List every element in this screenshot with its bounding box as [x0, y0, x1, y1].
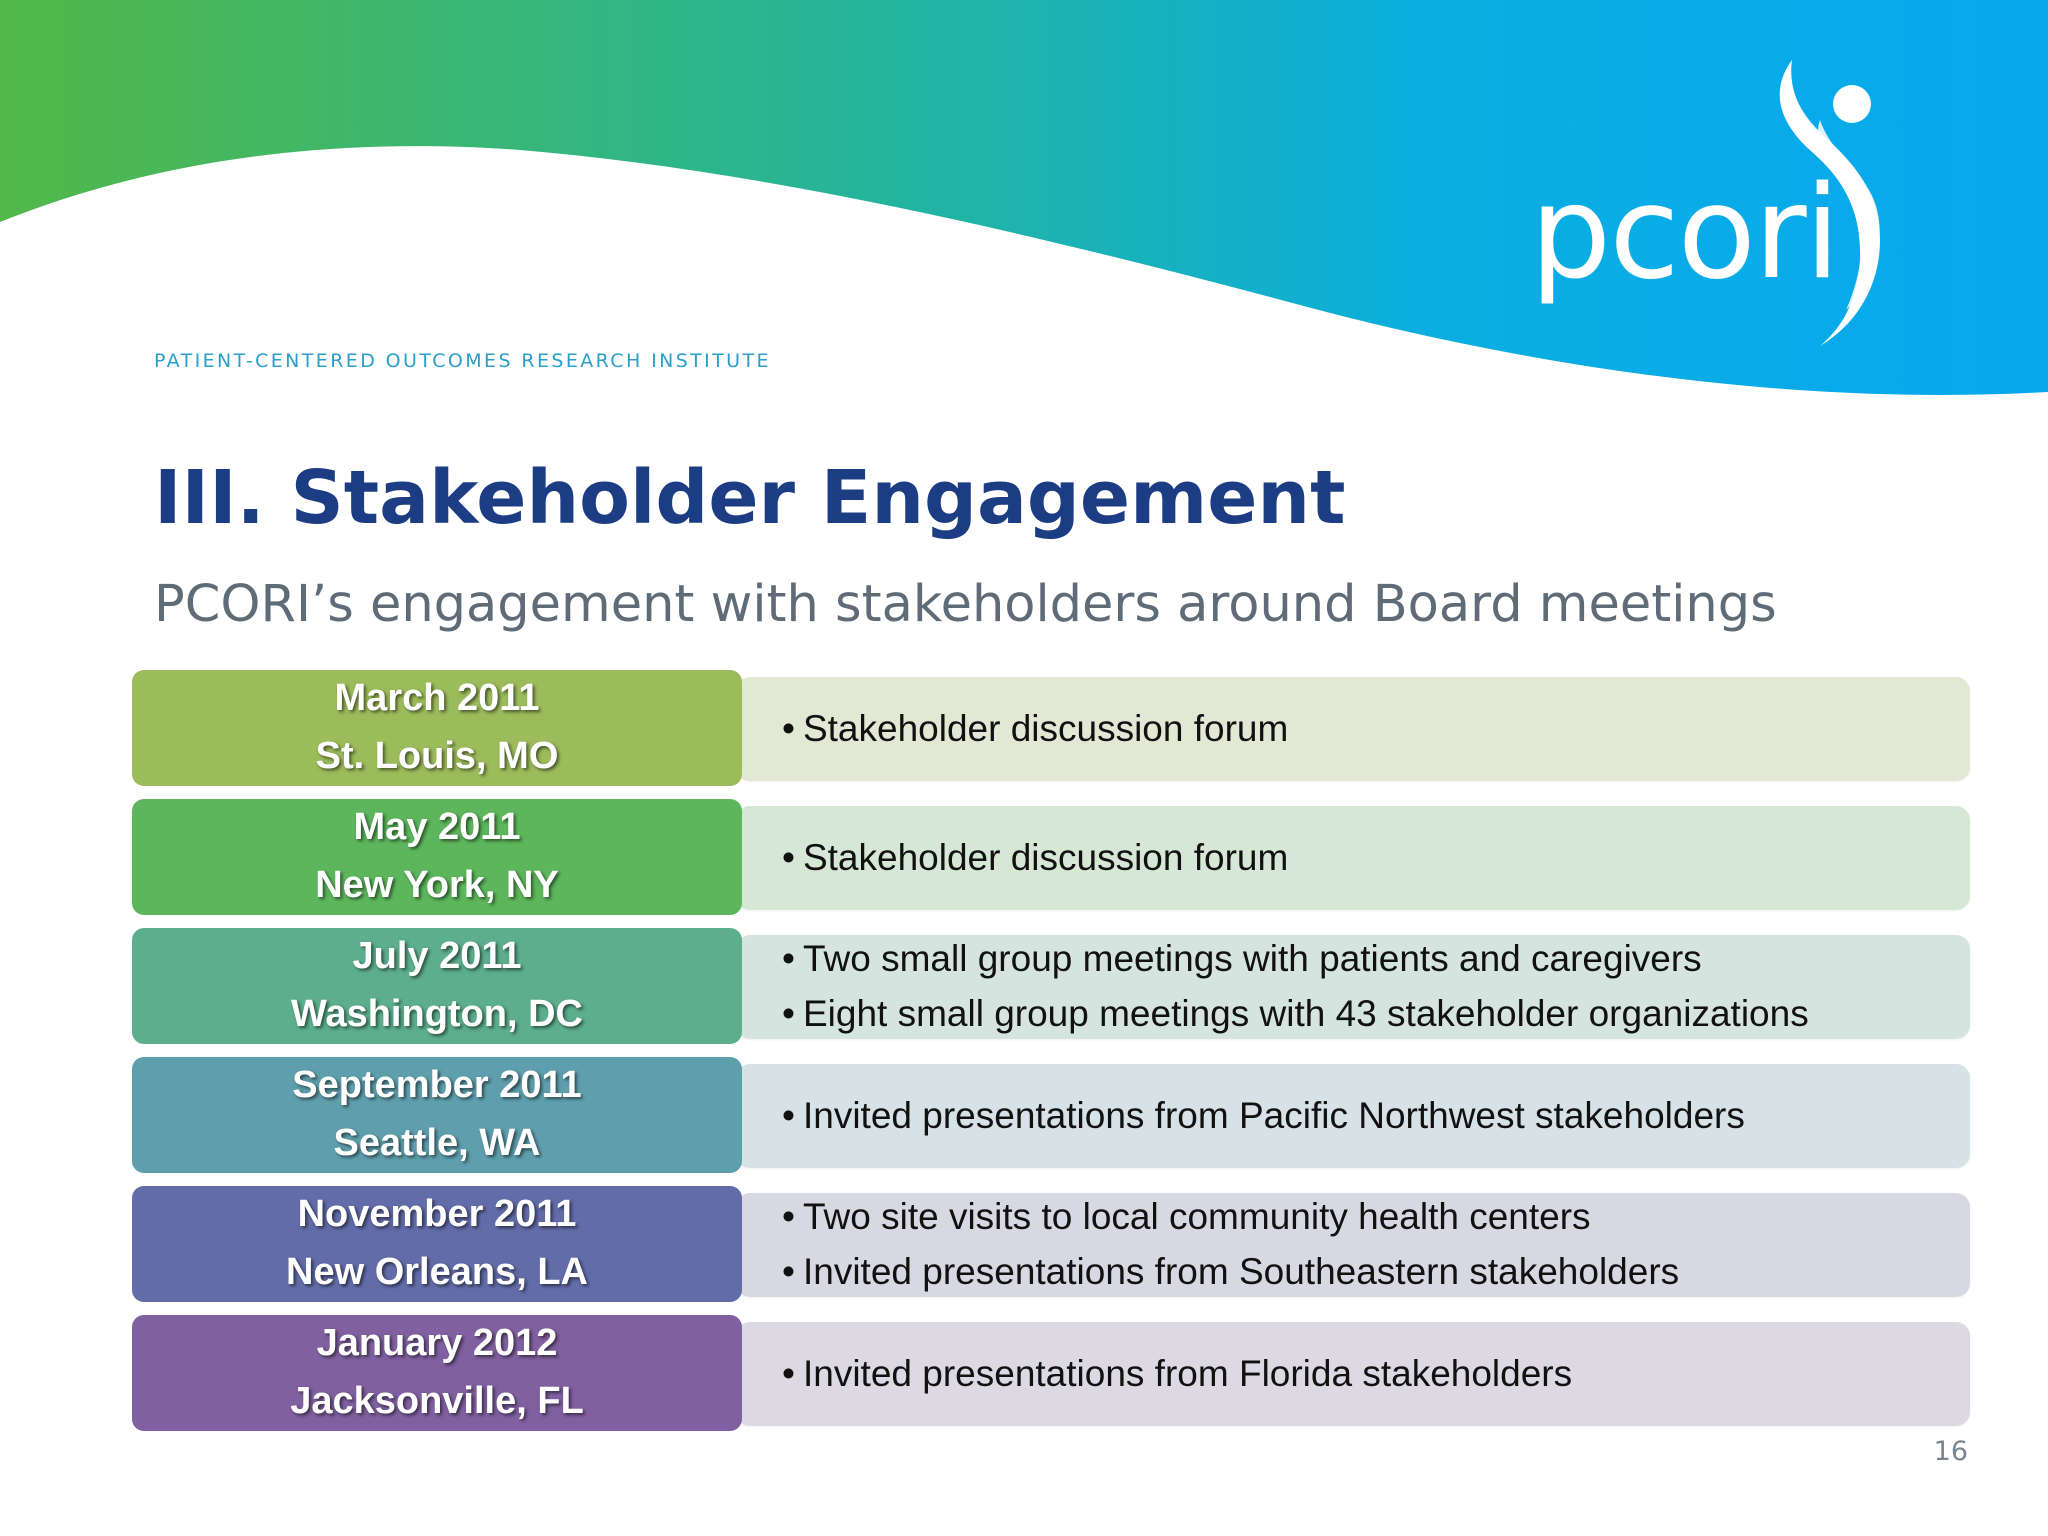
activity-list: Stakeholder discussion forum	[782, 670, 1962, 786]
activity-list: Stakeholder discussion forum	[782, 799, 1962, 915]
slide-subtitle: PCORI’s engagement with stakeholders aro…	[154, 575, 1777, 634]
activity-list: Invited presentations from Pacific North…	[782, 1057, 1962, 1173]
activity-item: Invited presentations from Florida stake…	[782, 1346, 1962, 1401]
meeting-location: St. Louis, MO	[315, 735, 559, 777]
meeting-date: July 2011	[352, 935, 522, 977]
activity-item: Two small group meetings with patients a…	[782, 931, 1962, 986]
slide-title: III. Stakeholder Engagement	[154, 455, 1346, 541]
activity-item: Two site visits to local community healt…	[782, 1189, 1962, 1244]
meeting-date: March 2011	[334, 677, 540, 719]
activity-item: Eight small group meetings with 43 stake…	[782, 986, 1962, 1041]
activity-list: Two site visits to local community healt…	[782, 1186, 1962, 1302]
meeting-label: September 2011 Seattle, WA	[132, 1057, 742, 1173]
meeting-location: Jacksonville, FL	[290, 1380, 584, 1422]
activity-list: Invited presentations from Florida stake…	[782, 1315, 1962, 1431]
pcori-logo-figure	[1779, 60, 1880, 346]
meeting-date: September 2011	[292, 1064, 582, 1106]
pcori-logo-text: pcori	[1530, 159, 1840, 308]
activity-item: Stakeholder discussion forum	[782, 701, 1962, 756]
timeline-row: September 2011 Seattle, WA Invited present…	[132, 1057, 1970, 1173]
meeting-location: Washington, DC	[291, 993, 583, 1035]
activity-list: Two small group meetings with patients a…	[782, 928, 1962, 1044]
institute-name: PATIENT-CENTERED OUTCOMES RESEARCH INSTI…	[154, 350, 771, 372]
timeline-row: November 2011 New Orleans, LA Two site vis…	[132, 1186, 1970, 1302]
meeting-label: July 2011 Washington, DC	[132, 928, 742, 1044]
page-number: 16	[1933, 1436, 1968, 1467]
activity-item: Invited presentations from Southeastern …	[782, 1244, 1962, 1299]
timeline-row: May 2011 New York, NY Stakeholder discussi…	[132, 799, 1970, 915]
meeting-date: May 2011	[353, 806, 521, 848]
meeting-label: March 2011 St. Louis, MO	[132, 670, 742, 786]
meeting-date: November 2011	[297, 1193, 577, 1235]
activity-item: Invited presentations from Pacific North…	[782, 1088, 1962, 1143]
header-wave-banner	[0, 0, 2048, 395]
meeting-label: January 2012 Jacksonville, FL	[132, 1315, 742, 1431]
meeting-location: Seattle, WA	[333, 1122, 541, 1164]
meeting-label: November 2011 New Orleans, LA	[132, 1186, 742, 1302]
meeting-location: New Orleans, LA	[286, 1251, 588, 1293]
activity-item: Stakeholder discussion forum	[782, 830, 1962, 885]
timeline-row: March 2011 St. Louis, MO Stakeholder discu…	[132, 670, 1970, 786]
timeline-row: January 2012 Jacksonville, FL Invited pres…	[132, 1315, 1970, 1431]
meeting-date: January 2012	[316, 1322, 558, 1364]
meeting-location: New York, NY	[315, 864, 559, 906]
meeting-label: May 2011 New York, NY	[132, 799, 742, 915]
timeline-row: July 2011 Washington, DC Two small group m…	[132, 928, 1970, 1044]
